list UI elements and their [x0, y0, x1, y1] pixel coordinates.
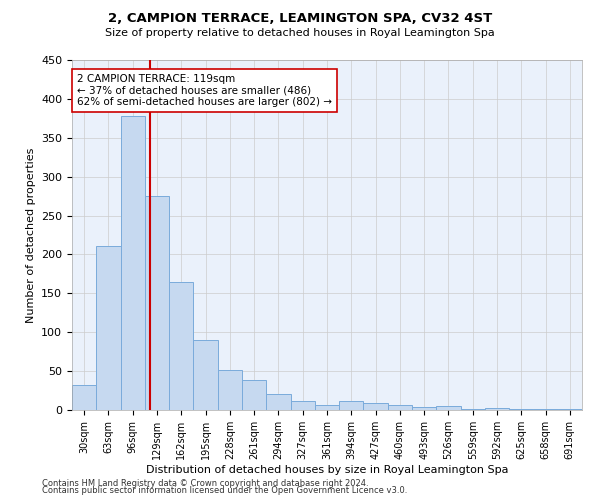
Bar: [558, 409, 582, 410]
Bar: [315, 406, 339, 410]
Bar: [72, 385, 96, 410]
Bar: [169, 282, 193, 410]
Text: 2, CAMPION TERRACE, LEAMINGTON SPA, CV32 4ST: 2, CAMPION TERRACE, LEAMINGTON SPA, CV32…: [108, 12, 492, 26]
Bar: [96, 246, 121, 410]
Bar: [533, 409, 558, 410]
Text: Contains HM Land Registry data © Crown copyright and database right 2024.: Contains HM Land Registry data © Crown c…: [42, 478, 368, 488]
Text: 2 CAMPION TERRACE: 119sqm
← 37% of detached houses are smaller (486)
62% of semi: 2 CAMPION TERRACE: 119sqm ← 37% of detac…: [77, 74, 332, 107]
Bar: [388, 406, 412, 410]
Bar: [509, 409, 533, 410]
Text: Contains public sector information licensed under the Open Government Licence v3: Contains public sector information licen…: [42, 486, 407, 495]
Bar: [290, 402, 315, 410]
Text: Size of property relative to detached houses in Royal Leamington Spa: Size of property relative to detached ho…: [105, 28, 495, 38]
Bar: [485, 408, 509, 410]
X-axis label: Distribution of detached houses by size in Royal Leamington Spa: Distribution of detached houses by size …: [146, 464, 508, 474]
Bar: [461, 409, 485, 410]
Bar: [121, 116, 145, 410]
Bar: [193, 340, 218, 410]
Bar: [339, 402, 364, 410]
Bar: [266, 394, 290, 410]
Bar: [145, 196, 169, 410]
Y-axis label: Number of detached properties: Number of detached properties: [26, 148, 35, 322]
Bar: [412, 407, 436, 410]
Bar: [242, 380, 266, 410]
Bar: [436, 406, 461, 410]
Bar: [364, 403, 388, 410]
Bar: [218, 370, 242, 410]
